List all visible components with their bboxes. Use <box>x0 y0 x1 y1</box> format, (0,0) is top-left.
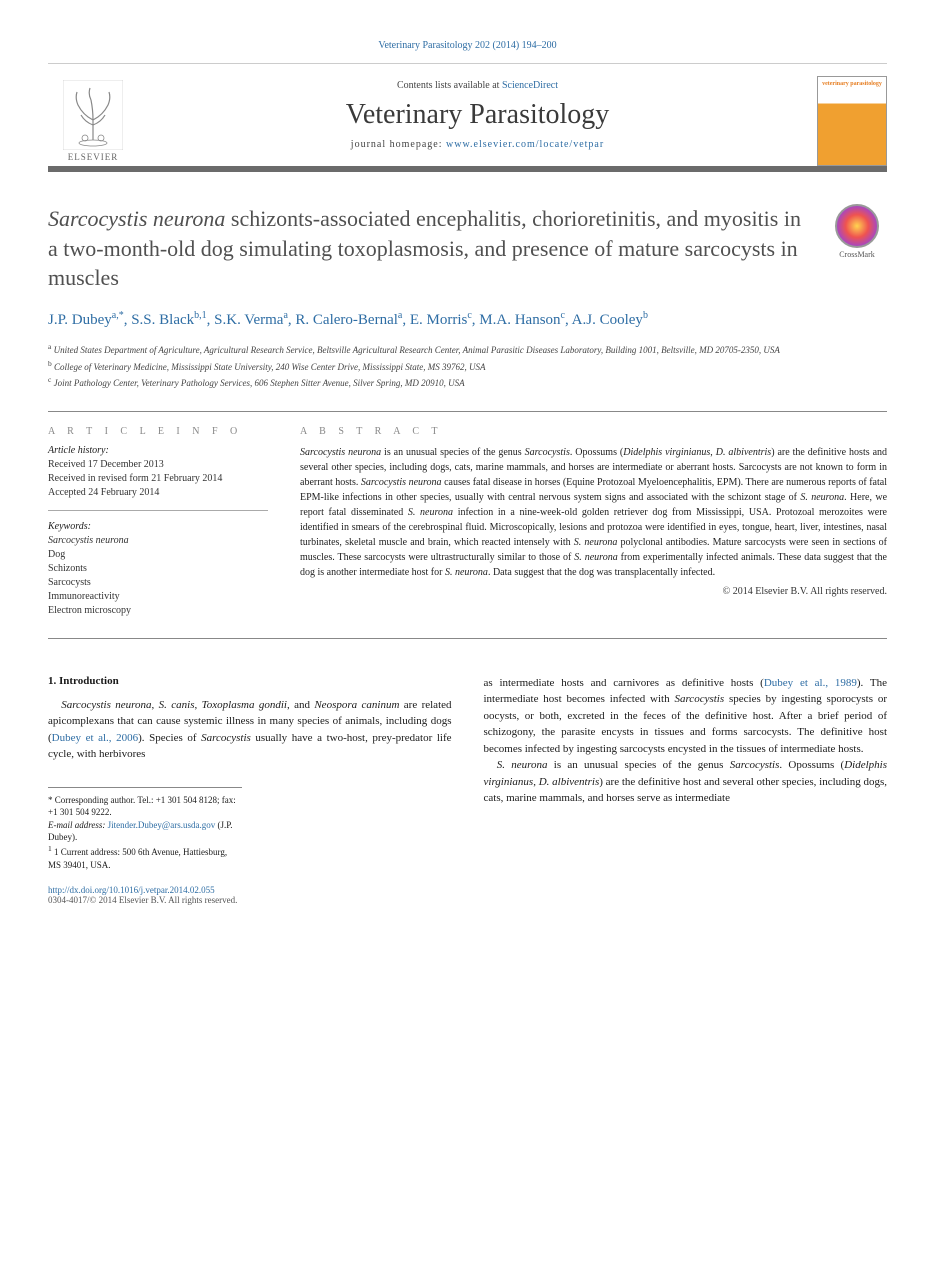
journal-cover-thumbnail: veterinary parasitology <box>817 76 887 166</box>
top-citation: Veterinary Parasitology 202 (2014) 194–2… <box>48 40 887 51</box>
section-divider <box>48 638 887 639</box>
abstract-heading: A B S T R A C T <box>300 426 887 437</box>
section-divider <box>48 411 887 412</box>
keyword-item: Sarcocysts <box>48 576 268 590</box>
history-received: Received 17 December 2013 <box>48 458 268 472</box>
keyword-item: Sarcocystis neurona <box>48 534 268 548</box>
homepage-line: journal homepage: www.elsevier.com/locat… <box>146 139 809 150</box>
affiliation-a: a United States Department of Agricultur… <box>48 341 887 358</box>
abstract-text: Sarcocystis neurona is an unusual specie… <box>300 445 887 580</box>
article-title: Sarcocystis neurona schizonts-associated… <box>48 204 811 293</box>
authors-line: J.P. Dubeya,*, S.S. Blackb,1, S.K. Verma… <box>48 309 887 331</box>
sciencedirect-link[interactable]: ScienceDirect <box>502 80 558 91</box>
keywords-label: Keywords: <box>48 521 268 532</box>
contents-available-line: Contents lists available at ScienceDirec… <box>146 80 809 91</box>
affiliation-c: c Joint Pathology Center, Veterinary Pat… <box>48 374 887 391</box>
body-column-left: 1. Introduction Sarcocystis neurona, S. … <box>48 675 452 906</box>
homepage-prefix: journal homepage: <box>351 139 446 150</box>
keyword-item: Schizonts <box>48 562 268 576</box>
article-info-heading: A R T I C L E I N F O <box>48 426 268 437</box>
cover-label: veterinary parasitology <box>822 81 882 87</box>
history-revised: Received in revised form 21 February 201… <box>48 472 268 486</box>
body-paragraph: S. neurona is an unusual species of the … <box>484 757 888 807</box>
email-link[interactable]: Jitender.Dubey@ars.usda.gov <box>108 820 216 830</box>
section-1-heading: 1. Introduction <box>48 675 452 687</box>
footnotes: * Corresponding author. Tel.: +1 301 504… <box>48 787 242 872</box>
publisher-name: ELSEVIER <box>68 152 119 162</box>
citation-link[interactable]: Dubey et al., 1989 <box>764 677 857 689</box>
affiliation-b: b College of Veterinary Medicine, Missis… <box>48 358 887 375</box>
issn-copyright: 0304-4017/© 2014 Elsevier B.V. All right… <box>48 895 452 905</box>
keyword-item: Immunoreactivity <box>48 590 268 604</box>
citation-link[interactable]: Dubey et al., 2006 <box>52 732 138 744</box>
crossmark-badge[interactable]: CrossMark <box>827 204 887 264</box>
doi-link[interactable]: http://dx.doi.org/10.1016/j.vetpar.2014.… <box>48 885 215 895</box>
body-column-right: as intermediate hosts and carnivores as … <box>484 675 888 906</box>
body-paragraph: as intermediate hosts and carnivores as … <box>484 675 888 758</box>
body-two-column: 1. Introduction Sarcocystis neurona, S. … <box>48 675 887 906</box>
doi-block: http://dx.doi.org/10.1016/j.vetpar.2014.… <box>48 885 452 905</box>
current-address-note: 1 1 Current address: 500 6th Avenue, Hat… <box>48 844 242 871</box>
elsevier-tree-icon <box>63 80 123 150</box>
keyword-item: Dog <box>48 548 268 562</box>
keyword-item: Electron microscopy <box>48 604 268 618</box>
crossmark-icon <box>835 204 879 248</box>
homepage-link[interactable]: www.elsevier.com/locate/vetpar <box>446 139 604 150</box>
corresponding-author-note: * Corresponding author. Tel.: +1 301 504… <box>48 794 242 819</box>
contents-prefix: Contents lists available at <box>397 80 502 91</box>
journal-header: ELSEVIER Contents lists available at Sci… <box>48 63 887 172</box>
publisher-logo: ELSEVIER <box>48 76 138 166</box>
history-accepted: Accepted 24 February 2014 <box>48 486 268 500</box>
affiliations: a United States Department of Agricultur… <box>48 341 887 391</box>
abstract-column: A B S T R A C T Sarcocystis neurona is a… <box>300 426 887 618</box>
email-line: E-mail address: Jitender.Dubey@ars.usda.… <box>48 819 242 844</box>
article-info-sidebar: A R T I C L E I N F O Article history: R… <box>48 426 268 618</box>
journal-name: Veterinary Parasitology <box>146 99 809 131</box>
crossmark-label: CrossMark <box>839 250 875 259</box>
body-paragraph: Sarcocystis neurona, S. canis, Toxoplasm… <box>48 697 452 763</box>
abstract-copyright: © 2014 Elsevier B.V. All rights reserved… <box>300 586 887 597</box>
history-label: Article history: <box>48 445 268 456</box>
